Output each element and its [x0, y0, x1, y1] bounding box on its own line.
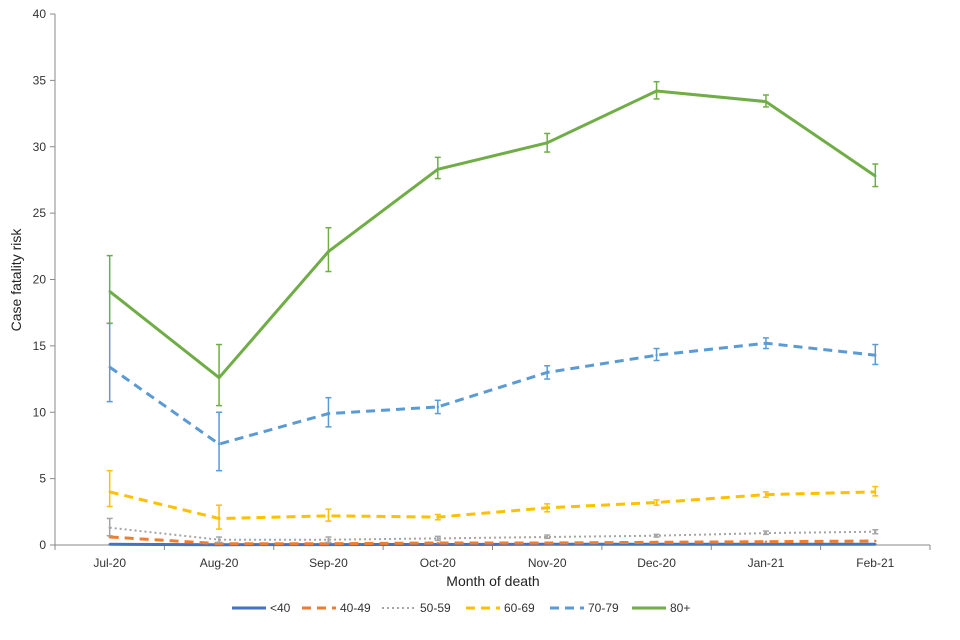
- legend-label: 80+: [670, 601, 690, 615]
- series-50-59: [106, 517, 879, 544]
- x-axis-title: Month of death: [446, 573, 539, 589]
- data-point: [108, 543, 111, 546]
- data-point: [545, 141, 549, 144]
- data-point: [327, 538, 330, 541]
- data-point: [655, 534, 658, 537]
- y-tick-label: 25: [33, 206, 47, 220]
- x-tick-label: Jul-20: [93, 556, 126, 570]
- data-point: [764, 543, 768, 546]
- x-tick-label: Sep-20: [309, 556, 348, 570]
- legend-label: 50-59: [420, 601, 451, 615]
- series-line: [109, 490, 876, 520]
- series-layer: [106, 80, 879, 547]
- data-point: [874, 174, 877, 178]
- legend-label: 40-49: [340, 601, 371, 615]
- data-point: [545, 506, 549, 510]
- data-point: [436, 537, 440, 540]
- data-point: [655, 353, 658, 357]
- series-line: [109, 535, 876, 546]
- series-60-69: [106, 469, 879, 530]
- x-tick-label: Feb-21: [856, 556, 894, 570]
- legend-item: 50-59: [382, 601, 451, 615]
- data-point: [545, 535, 549, 539]
- data-point: [436, 168, 440, 171]
- data-point: [327, 412, 330, 415]
- data-point: [436, 405, 440, 409]
- y-tick-label: 35: [33, 73, 47, 87]
- legend: <40 40-49 50-59 60-69 70-79 80+: [232, 601, 690, 615]
- data-point: [436, 515, 440, 519]
- x-tick-label: Aug-20: [200, 556, 239, 570]
- data-point: [108, 365, 111, 369]
- x-tick-label: Jan-21: [748, 556, 785, 570]
- data-point: [764, 493, 768, 496]
- data-point: [764, 540, 768, 543]
- data-point: [217, 538, 221, 541]
- series-70-79: [106, 322, 879, 472]
- data-point: [874, 543, 877, 546]
- legend-item: 40-49: [302, 601, 371, 615]
- x-tick-label: Oct-20: [420, 556, 456, 570]
- data-point: [874, 353, 877, 357]
- y-tick-label: 30: [33, 140, 47, 154]
- y-tick-label: 5: [39, 472, 46, 486]
- data-point: [655, 89, 658, 93]
- y-axis-title: Case fatality risk: [8, 228, 24, 332]
- y-tick-label: 40: [33, 7, 47, 21]
- data-point: [764, 100, 768, 103]
- data-point: [874, 539, 877, 543]
- legend-item: 80+: [632, 601, 690, 615]
- legend-label: <40: [270, 601, 291, 615]
- y-tick-label: 15: [33, 339, 47, 353]
- data-point: [436, 541, 440, 545]
- series-line: [108, 341, 876, 446]
- data-point: [655, 501, 658, 504]
- data-point: [545, 541, 549, 545]
- data-point: [327, 514, 330, 517]
- y-tick-label: 10: [33, 405, 47, 419]
- data-point: [545, 371, 549, 374]
- data-point: [764, 531, 768, 535]
- data-point: [217, 517, 221, 520]
- x-tick-label: Nov-20: [528, 556, 567, 570]
- series-80: [106, 80, 879, 407]
- series-line: [109, 526, 876, 541]
- legend-item: 70-79: [550, 601, 619, 615]
- data-point: [217, 376, 221, 379]
- data-point: [108, 290, 111, 293]
- y-tick-label: 20: [33, 273, 47, 287]
- axes: 0 5 10 15 20 25 30 35 40 Jul-20 Aug-20 Sep-20 Oct-20…: [33, 7, 931, 570]
- x-tick-label: Dec-20: [637, 556, 676, 570]
- data-point: [764, 342, 768, 345]
- data-point: [874, 530, 877, 533]
- data-point: [327, 250, 330, 253]
- series-line: [108, 89, 877, 380]
- data-point: [874, 490, 877, 494]
- data-point: [108, 526, 111, 529]
- data-point: [108, 490, 111, 494]
- data-point: [217, 442, 221, 446]
- data-point: [655, 541, 658, 544]
- legend-label: 60-69: [504, 601, 535, 615]
- legend-item: <40: [232, 601, 291, 615]
- y-tick-label: 0: [39, 538, 46, 552]
- legend-label: 70-79: [588, 601, 619, 615]
- legend-item: 60-69: [466, 601, 535, 615]
